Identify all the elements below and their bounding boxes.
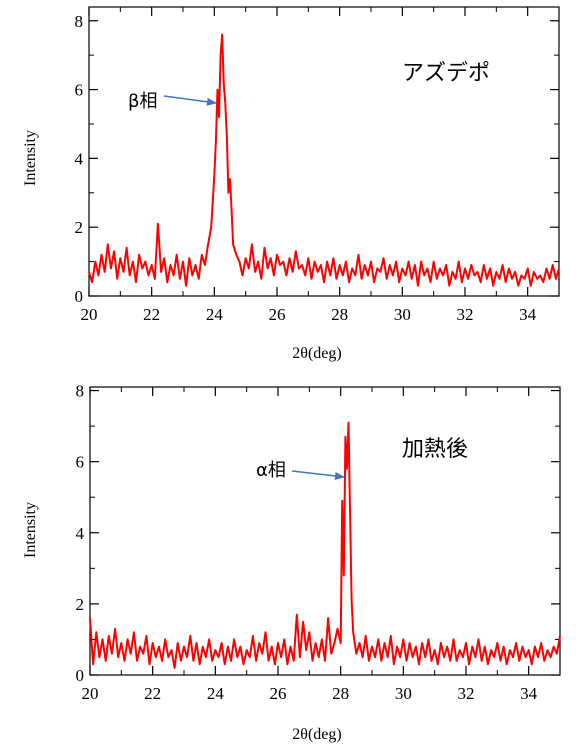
x-axis-title-top: 2θ(deg) xyxy=(292,345,341,362)
series-line-top xyxy=(88,33,560,287)
x-tick-label-bottom: 32 xyxy=(458,684,475,703)
series-line-bottom xyxy=(89,421,561,669)
y-tick-label-bottom: 2 xyxy=(76,595,85,614)
y-tick-label-top: 8 xyxy=(75,12,84,31)
plot-frame-bottom xyxy=(89,386,561,676)
y-ticks-top: 0 2 4 6 8 xyxy=(75,12,559,306)
annotation-phase-bottom: α相 xyxy=(256,460,286,481)
x-tick-label-bottom: 26 xyxy=(270,684,287,703)
x-axis-title-bottom: 2θ(deg) xyxy=(292,726,341,743)
x-ticks-top: 20 22 24 26 28 30 32 34 xyxy=(81,7,560,324)
annotation-arrow-top xyxy=(163,95,217,106)
annotation-label-bottom: 加熱後 xyxy=(402,437,468,462)
y-tick-label-top: 4 xyxy=(75,149,84,168)
x-tick-label-top: 34 xyxy=(519,305,537,324)
annotation-phase-top: β相 xyxy=(128,91,158,112)
y-tick-label-top: 6 xyxy=(75,81,84,100)
y-tick-label-top: 2 xyxy=(75,218,84,237)
y-tick-label-bottom: 6 xyxy=(76,453,85,472)
x-tick-label-top: 32 xyxy=(457,305,474,324)
plot-frame-top xyxy=(88,6,560,297)
x-tick-label-top: 24 xyxy=(206,305,224,324)
y-tick-label-bottom: 8 xyxy=(76,382,85,401)
x-tick-label-bottom: 30 xyxy=(395,684,412,703)
x-ticks-bottom: 20 22 24 26 28 30 32 34 xyxy=(82,387,561,703)
x-tick-label-bottom: 22 xyxy=(144,684,161,703)
x-tick-label-top: 20 xyxy=(81,305,98,324)
x-tick-label-bottom: 20 xyxy=(82,684,99,703)
annotation-label-top: アズデポ xyxy=(402,61,490,86)
x-tick-label-bottom: 34 xyxy=(520,684,538,703)
x-tick-label-bottom: 28 xyxy=(332,684,349,703)
y-ticks-bottom: 0 2 4 6 8 xyxy=(76,382,560,685)
x-tick-label-bottom: 24 xyxy=(207,684,225,703)
y-tick-label-bottom: 4 xyxy=(76,524,85,543)
x-tick-label-top: 22 xyxy=(143,305,160,324)
x-tick-label-top: 30 xyxy=(394,305,411,324)
y-tick-label-bottom: 0 xyxy=(76,666,85,685)
y-axis-title-top: Intensity xyxy=(22,130,39,186)
x-tick-label-top: 28 xyxy=(331,305,348,324)
y-axis-title-bottom: Intensity xyxy=(22,502,39,558)
x-tick-label-top: 26 xyxy=(269,305,286,324)
y-tick-label-top: 0 xyxy=(75,287,84,306)
annotation-arrow-bottom xyxy=(291,470,345,480)
